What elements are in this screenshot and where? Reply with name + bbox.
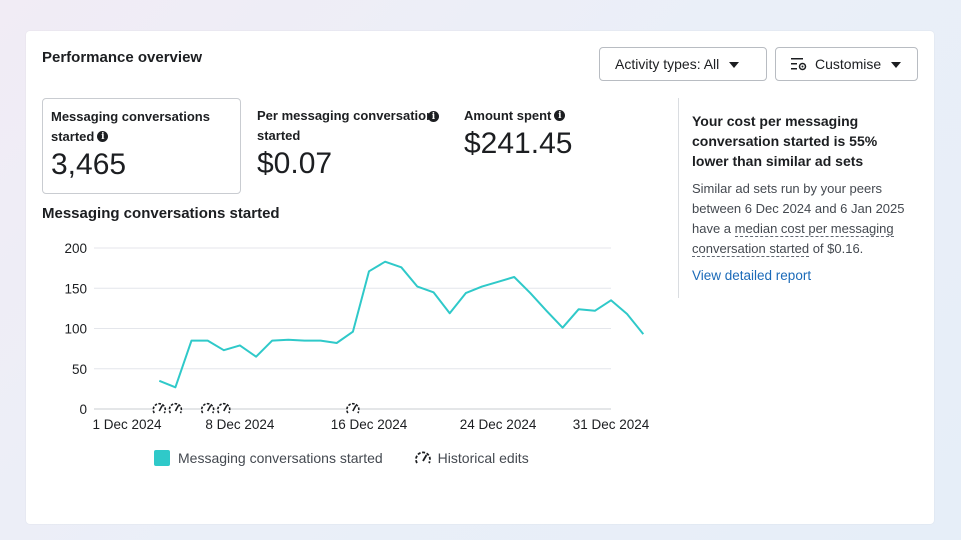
- activity-types-label: Activity types: All: [615, 56, 720, 72]
- y-tick-label: 200: [64, 241, 87, 256]
- historical-edit-icon: [345, 402, 360, 416]
- legend-edits-label: Historical edits: [437, 450, 529, 466]
- legend-series-label: Messaging conversations started: [178, 450, 383, 466]
- info-icon[interactable]: i: [97, 131, 109, 143]
- y-tick-label: 0: [79, 402, 87, 417]
- chart-legend: Messaging conversations started Historic…: [154, 450, 529, 466]
- insight-body-suffix: of $0.16.: [809, 241, 864, 256]
- metric-label: Amount spent: [464, 108, 552, 123]
- info-icon[interactable]: i: [428, 111, 439, 122]
- metric-amount-spent[interactable]: Amount spent i $241.45: [464, 106, 604, 162]
- line-chart: 0 50 100 150 200 1 Dec 2024 8 Dec 2024 16 Dec 2…: [64, 241, 650, 432]
- y-tick-label: 50: [72, 362, 87, 377]
- metric-cost-per-conversation[interactable]: Per messaging conversation started $0.07: [257, 106, 442, 182]
- customise-button[interactable]: Customise: [775, 47, 918, 81]
- caret-down-icon: [729, 61, 740, 68]
- metric-conversations-started[interactable]: Messaging conversations started i 3,465: [42, 98, 241, 194]
- info-icon[interactable]: i: [554, 110, 566, 122]
- historical-edit-icon: [200, 402, 215, 416]
- x-tick-label: 24 Dec 2024: [460, 417, 537, 432]
- x-tick-label: 31 Dec 2024: [573, 417, 650, 432]
- activity-types-dropdown[interactable]: Activity types: All: [599, 47, 767, 81]
- metric-value: $0.07: [257, 147, 333, 180]
- metric-label: Messaging conversations started: [51, 109, 210, 144]
- historical-edit-icon: [168, 402, 183, 416]
- caret-down-icon: [891, 61, 902, 68]
- median-cost-term[interactable]: median cost per messaging conversation s…: [692, 221, 894, 257]
- series-line: [158, 260, 645, 389]
- performance-overview-card: Performance overview Activity types: All…: [26, 31, 934, 524]
- customise-label: Customise: [815, 56, 882, 72]
- historical-edit-icon: [152, 402, 167, 416]
- x-tick-label: 1 Dec 2024: [92, 417, 162, 432]
- x-tick-label: 16 Dec 2024: [331, 417, 408, 432]
- insight-headline: Your cost per messaging conversation sta…: [692, 113, 878, 169]
- insight-panel: Your cost per messaging conversation sta…: [692, 111, 917, 285]
- divider: [678, 98, 679, 298]
- historical-edit-icon: [216, 402, 231, 416]
- customise-settings-icon: [791, 57, 807, 71]
- metric-value: $241.45: [464, 127, 573, 160]
- x-tick-label: 8 Dec 2024: [205, 417, 275, 432]
- view-detailed-report-link[interactable]: View detailed report: [692, 268, 812, 283]
- insight-body: Similar ad sets run by your peers betwee…: [692, 179, 917, 259]
- y-tick-label: 150: [64, 281, 87, 296]
- legend-swatch: [154, 450, 170, 466]
- historical-edit-icon: [414, 450, 432, 466]
- metric-label: Per messaging conversation started: [257, 108, 435, 143]
- insight-body-text: Similar ad sets run by your peers betwee…: [692, 181, 905, 236]
- page-title: Performance overview: [42, 49, 203, 66]
- chart-title: Messaging conversations started: [42, 205, 280, 222]
- y-tick-label: 100: [64, 322, 87, 337]
- metric-value: 3,465: [51, 148, 127, 181]
